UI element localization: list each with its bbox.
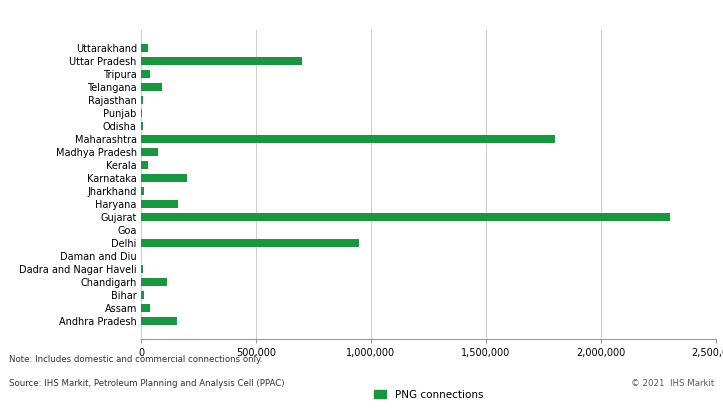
Bar xyxy=(141,187,144,195)
Bar xyxy=(141,200,178,208)
Text: Note: Includes domestic and commercial connections only.: Note: Includes domestic and commercial c… xyxy=(9,355,262,364)
Bar xyxy=(141,57,302,65)
Bar xyxy=(141,304,150,312)
Bar xyxy=(141,70,150,78)
Legend: PNG connections: PNG connections xyxy=(374,390,483,399)
Bar xyxy=(141,109,142,117)
Bar xyxy=(141,278,168,286)
Bar xyxy=(141,317,176,325)
Bar xyxy=(141,161,148,169)
Text: PNG connections by states: PNG connections by states xyxy=(9,9,231,24)
Bar xyxy=(141,135,555,143)
Bar xyxy=(141,83,162,91)
Bar xyxy=(141,291,145,299)
Bar xyxy=(141,44,148,52)
Bar xyxy=(141,174,187,182)
Bar xyxy=(141,148,158,156)
Bar xyxy=(141,213,669,221)
Bar xyxy=(141,265,143,273)
Bar xyxy=(141,96,143,104)
Bar xyxy=(141,122,143,130)
Text: Source: IHS Markit, Petroleum Planning and Analysis Cell (PPAC): Source: IHS Markit, Petroleum Planning a… xyxy=(9,379,284,388)
Text: © 2021  IHS Markit: © 2021 IHS Markit xyxy=(631,379,714,388)
Bar xyxy=(141,239,359,247)
